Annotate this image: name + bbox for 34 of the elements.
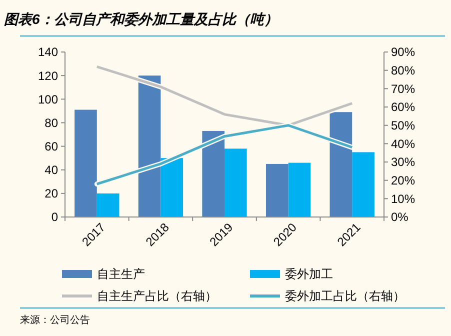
legend-label: 委外加工占比（右轴） bbox=[285, 289, 405, 304]
bar bbox=[224, 148, 247, 217]
bar bbox=[202, 130, 224, 217]
source-note: 来源：公司公告 bbox=[20, 314, 90, 326]
bar bbox=[352, 152, 374, 217]
y-tick-label: 140 bbox=[38, 45, 58, 60]
y2-tick-label: 30% bbox=[391, 155, 416, 170]
y2-tick-label: 70% bbox=[391, 82, 416, 96]
y2-tick-label: 20% bbox=[391, 174, 416, 188]
y2-tick-label: 40% bbox=[391, 136, 416, 151]
y-tick-label: 120 bbox=[38, 68, 58, 83]
legend-label: 委外加工 bbox=[285, 267, 333, 282]
legend-label: 自主生产占比（右轴） bbox=[97, 289, 217, 304]
legend-label: 自主生产 bbox=[97, 267, 145, 282]
chart-title: 图表6：公司自产和委外加工量及占比（吨） bbox=[4, 11, 278, 27]
y2-tick-label: 10% bbox=[391, 192, 416, 206]
y-tick-label: 80 bbox=[44, 116, 58, 130]
y2-tick-label: 50% bbox=[391, 118, 416, 133]
y-tick-label: 20 bbox=[44, 186, 58, 201]
y2-tick-label: 60% bbox=[391, 100, 416, 114]
bar bbox=[96, 193, 120, 217]
y2-tick-label: 80% bbox=[391, 64, 416, 78]
y-tick-label: 60 bbox=[44, 139, 58, 154]
y-tick-label: 40 bbox=[44, 163, 58, 178]
y2-tick-label: 0% bbox=[391, 210, 409, 224]
bar bbox=[266, 164, 288, 217]
bar bbox=[160, 158, 184, 217]
bar bbox=[330, 112, 352, 217]
bar bbox=[288, 162, 311, 217]
y-tick-label: 0 bbox=[51, 210, 58, 224]
bar bbox=[138, 76, 161, 217]
y-tick-label: 100 bbox=[38, 92, 58, 106]
bar bbox=[74, 110, 97, 217]
y2-tick-label: 90% bbox=[391, 45, 416, 60]
